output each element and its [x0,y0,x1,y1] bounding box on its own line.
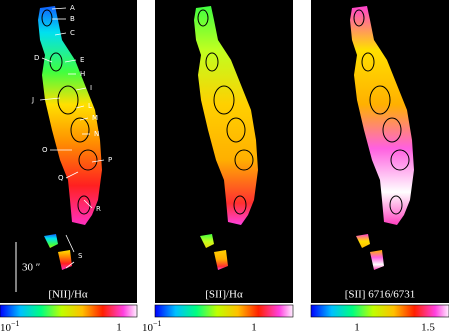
region-label: A [70,4,75,12]
panel-label: [NII]/Hα [48,289,88,301]
region-label: P [108,156,112,164]
region-label: R [96,205,101,213]
panel-label: [SII]/Hα [205,289,243,301]
region-label: I [90,84,92,92]
colorbar-tick-label: 1 [251,322,257,334]
colorbar [154,304,294,318]
colorbar-tick-label: 1 [354,322,360,334]
region-labels: A B C D E H I J L M N O P Q R S [31,4,112,260]
region-label: J [31,96,34,104]
region-label: M [92,114,98,122]
panel-2: [SII]/Hα [155,0,293,303]
region-label: Q [58,174,64,182]
colorbars: 10−1 1 10−1 1 1 1.5 [0,304,449,334]
region-label: C [70,29,75,37]
colorbar-tick-label: 1 [116,322,122,334]
panel-1: A B C D E H I J L M N O P Q R S 30 ″ [NI… [0,0,137,303]
panel-label: [SII] 6716/6731 [345,289,416,301]
region-label: O [42,146,48,154]
colorbar [310,304,449,318]
region-label: L [88,102,92,110]
colorbar-tick-label: 1.5 [421,322,435,334]
region-label: D [34,54,39,62]
region-label: N [94,130,99,138]
colorbar-tick-label: 10−1 [142,319,162,334]
colorbar-tick-label: 10−1 [0,319,20,334]
region-label: H [80,70,85,78]
region-label: S [78,252,83,260]
scale-label: 30 ″ [22,262,40,274]
panel-3: [SII] 6716/6731 [311,0,449,303]
colorbar [0,304,138,318]
region-label: B [70,15,75,23]
region-leaders [39,7,105,269]
region-label: E [80,56,84,64]
